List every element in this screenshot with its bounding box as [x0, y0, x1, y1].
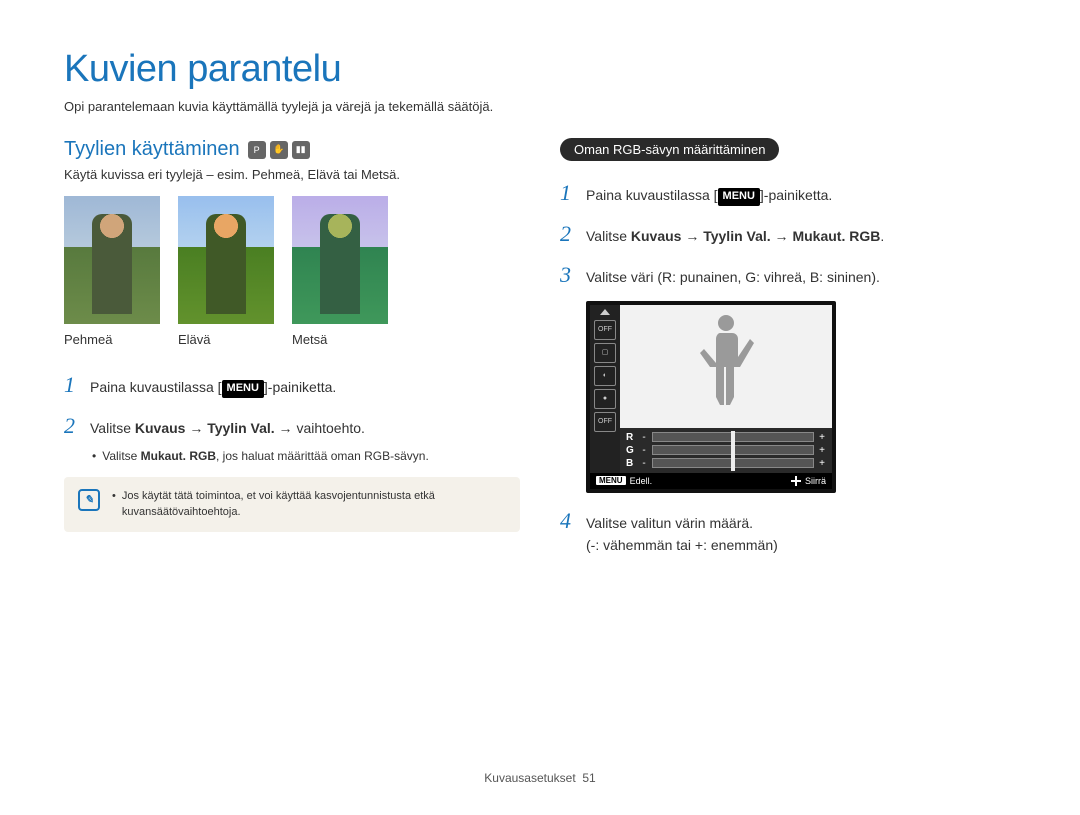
step4-line2: (-: vähemmän tai +: enemmän): [586, 537, 778, 553]
step-text: Valitse väri (R: punainen, G: vihreä, B:…: [586, 266, 880, 288]
substep-bold: Mukaut. RGB: [141, 449, 216, 463]
plus-icon: +: [818, 432, 826, 443]
minus-icon: -: [640, 445, 648, 456]
mode-icon-p: P: [248, 141, 266, 159]
lcd-icon: ◐: [594, 366, 616, 386]
substep-text: Valitse Mukaut. RGB, jos haluat määrittä…: [102, 449, 429, 463]
thumb-label: Elävä: [178, 332, 274, 347]
step-text-bold: Kuvaus → Tyylin Val. → Mukaut. RGB: [631, 228, 880, 244]
style-thumbnails: [64, 196, 520, 324]
mode-icons: P ✋ ▮▮: [248, 141, 310, 159]
step-4: 4 Valitse valitun värin määrä. (-: vähem…: [560, 503, 1016, 557]
minus-icon: -: [640, 458, 648, 469]
page-footer: Kuvausasetukset 51: [0, 771, 1080, 785]
lcd-icon: OFF: [594, 320, 616, 340]
styles-desc: Käytä kuvissa eri tyylejä – esim. Pehmeä…: [64, 167, 520, 182]
step-text: Paina kuvaustilassa [MENU]-painiketta.: [586, 184, 832, 206]
footer-page: 51: [582, 771, 595, 785]
mode-icon-video: ▮▮: [292, 141, 310, 159]
substep-pre: Valitse: [102, 449, 140, 463]
page-title: Kuvien parantelu: [64, 48, 1016, 91]
step-text: Valitse Kuvaus → Tyylin Val. → vaihtoeht…: [90, 417, 365, 439]
step-number: 2: [560, 216, 576, 251]
step-number: 1: [560, 175, 576, 210]
note-box: ✎ • Jos käytät tätä toimintoa, et voi kä…: [64, 477, 520, 532]
mode-icon-hand: ✋: [270, 141, 288, 159]
plus-icon: +: [818, 458, 826, 469]
bullet-icon: •: [112, 489, 116, 520]
step4-line1: Valitse valitun värin määrä.: [586, 515, 753, 531]
step-text-bold: Kuvaus → Tyylin Val.: [135, 420, 275, 436]
lcd-icon: ●: [594, 389, 616, 409]
pill-heading-rgb: Oman RGB-sävyn määrittäminen: [560, 138, 779, 161]
menu-tag-icon: MENU: [596, 476, 626, 485]
lcd-footer-left-text: Edell.: [630, 476, 653, 486]
right-column: Oman RGB-sävyn määrittäminen 1 Paina kuv…: [560, 138, 1016, 562]
lcd-icon: OFF: [594, 412, 616, 432]
step-text: Paina kuvaustilassa [MENU]-painiketta.: [90, 376, 336, 398]
step-number: 4: [560, 503, 576, 538]
left-steps: 1 Paina kuvaustilassa [MENU]-painiketta.…: [64, 367, 520, 443]
right-steps: 1 Paina kuvaustilassa [MENU]-painiketta.…: [560, 175, 1016, 293]
right-steps-continued: 4 Valitse valitun värin määrä. (-: vähem…: [560, 503, 1016, 557]
lcd-sidebar: OFF ▢ ◐ ● OFF: [590, 305, 620, 473]
rgb-letter: G: [626, 445, 636, 456]
section-heading-styles: Tyylien käyttäminen P ✋ ▮▮: [64, 138, 520, 161]
person-silhouette: [696, 309, 756, 405]
rgb-slider[interactable]: [652, 445, 814, 455]
step-text: Valitse Kuvaus → Tyylin Val. → Mukaut. R…: [586, 225, 884, 247]
step-1: 1 Paina kuvaustilassa [MENU]-painiketta.: [64, 367, 520, 402]
left-column: Tyylien käyttäminen P ✋ ▮▮ Käytä kuvissa…: [64, 138, 520, 562]
thumb-labels: Pehmeä Elävä Metsä: [64, 332, 520, 347]
thumb-metsä: [292, 196, 388, 324]
menu-button-icon: MENU: [222, 380, 264, 398]
step-3: 3 Valitse väri (R: punainen, G: vihreä, …: [560, 257, 1016, 292]
lcd-icon: ▢: [594, 343, 616, 363]
thumb-elävä: [178, 196, 274, 324]
lcd-footer-right-text: Siirrä: [805, 476, 826, 486]
menu-button-icon: MENU: [718, 188, 760, 206]
substep: • Valitse Mukaut. RGB, jos haluat määrit…: [92, 449, 520, 463]
section-heading-text: Tyylien käyttäminen: [64, 138, 240, 161]
rgb-slider[interactable]: [652, 458, 814, 468]
step-number: 2: [64, 408, 80, 443]
step-text-post: ]-painiketta.: [760, 187, 832, 203]
rgb-letter: R: [626, 432, 636, 443]
rgb-slider[interactable]: [652, 432, 814, 442]
rgb-letter: B: [626, 458, 636, 469]
rgb-panel: R - + G - + B -: [620, 428, 832, 473]
bullet-icon: •: [92, 449, 96, 463]
rgb-row-b: B - +: [626, 458, 826, 469]
step-2: 2 Valitse Kuvaus → Tyylin Val. → vaihtoe…: [64, 408, 520, 443]
step-text-pre: Valitse: [586, 228, 631, 244]
thumb-label: Metsä: [292, 332, 388, 347]
step-text: Valitse valitun värin määrä. (-: vähemmä…: [586, 512, 778, 557]
step-text-pre: Paina kuvaustilassa [: [586, 187, 718, 203]
thumb-pehmeä: [64, 196, 160, 324]
step-text-pre: Paina kuvaustilassa [: [90, 379, 222, 395]
step-text-post: .: [880, 228, 884, 244]
dpad-icon: [791, 476, 801, 486]
rgb-row-r: R - +: [626, 432, 826, 443]
note-icon: ✎: [78, 489, 100, 511]
step-text-post: → vaihtoehto.: [275, 420, 365, 436]
minus-icon: -: [640, 432, 648, 443]
step-text-post: ]-painiketta.: [264, 379, 336, 395]
rgb-row-g: G - +: [626, 445, 826, 456]
lcd-canvas: R - + G - + B -: [620, 305, 832, 473]
page-subtitle: Opi parantelemaan kuvia käyttämällä tyyl…: [64, 99, 1016, 114]
thumb-label: Pehmeä: [64, 332, 160, 347]
up-caret-icon: [600, 309, 610, 315]
footer-section: Kuvausasetukset: [484, 771, 575, 785]
step-number: 3: [560, 257, 576, 292]
plus-icon: +: [818, 445, 826, 456]
note-text: Jos käytät tätä toimintoa, et voi käyttä…: [122, 489, 506, 520]
substep-post: , jos haluat määrittää oman RGB-sävyn.: [216, 449, 429, 463]
step-number: 1: [64, 367, 80, 402]
step-1: 1 Paina kuvaustilassa [MENU]-painiketta.: [560, 175, 1016, 210]
step-2: 2 Valitse Kuvaus → Tyylin Val. → Mukaut.…: [560, 216, 1016, 251]
lcd-footer: MENU Edell. Siirrä: [590, 473, 832, 489]
lcd-screenshot: OFF ▢ ◐ ● OFF R - +: [586, 301, 836, 493]
step-text-pre: Valitse: [90, 420, 135, 436]
